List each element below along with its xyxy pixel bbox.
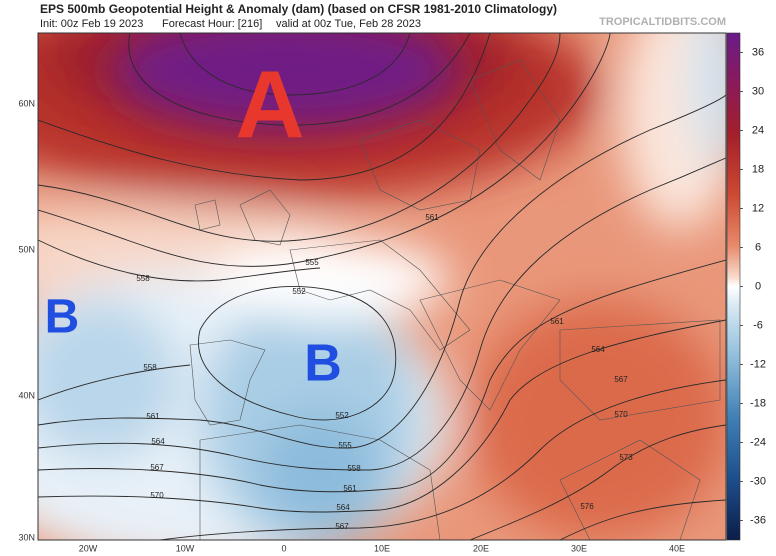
contour-label: 561 <box>343 484 357 493</box>
init-time: Init: 00z Feb 19 2023 <box>40 18 143 30</box>
contour-label: 558 <box>143 363 157 372</box>
title: EPS 500mb Geopotential Height & Anomaly … <box>40 2 557 16</box>
contour-label: 561 <box>550 317 564 326</box>
latitude-label: 60N <box>18 98 35 108</box>
contour-label: 552 <box>292 287 306 296</box>
contour-label: 564 <box>591 345 605 354</box>
colorbar-tick-label: 6 <box>755 241 761 253</box>
contour-label: 558 <box>347 464 361 473</box>
colorbar <box>726 32 741 541</box>
colorbar-tick-label: 12 <box>752 202 764 214</box>
high-marker: A <box>235 51 304 158</box>
source: TROPICALTIDBITS.COM <box>599 16 726 28</box>
coastlines <box>189 59 721 540</box>
contour-label: 561 <box>425 213 439 222</box>
longitude-label: 20E <box>473 543 489 553</box>
colorbar-tick-label: -24 <box>750 436 766 448</box>
colorbar-tick-label: 30 <box>752 85 764 97</box>
contour-label: 567 <box>150 463 164 472</box>
contour-label: 567 <box>335 522 349 531</box>
colorbar-tick-label: 0 <box>755 280 761 292</box>
contour-label: 576 <box>580 502 594 511</box>
colorbar-tick-label: -36 <box>750 514 766 526</box>
axes: 60N 50N 40N 30N 20W 10W 0 10E 20E 30E 40E 36 30 24 18 1… <box>18 46 765 553</box>
contour-label: 555 <box>338 441 352 450</box>
contour-label: 555 <box>305 258 319 267</box>
longitude-label: 0 <box>281 543 286 553</box>
colorbar-tick-label: 18 <box>752 163 764 175</box>
valid-time: valid at 00z Tue, Feb 28 2023 <box>276 18 421 30</box>
contour-label: 552 <box>335 411 349 420</box>
colorbar-tick-label: -30 <box>750 475 766 487</box>
contour-label: 567 <box>614 375 628 384</box>
contour-label: 570 <box>614 410 628 419</box>
colorbar-tick-label: 36 <box>752 46 764 58</box>
longitude-label: 20W <box>79 543 98 553</box>
longitude-label: 10E <box>374 543 390 553</box>
latitude-label: 50N <box>18 244 35 254</box>
colorbar-tick-label: -12 <box>750 358 766 370</box>
longitude-label: 40E <box>669 543 685 553</box>
contour-label: 573 <box>619 453 633 462</box>
longitude-label: 30E <box>571 543 587 553</box>
purple-core <box>110 33 460 130</box>
latitude-label: 40N <box>18 390 35 400</box>
longitude-label: 10W <box>176 543 195 553</box>
contour-labels: 558 555 552 558 561 564 567 570 552 555 558 561 564 5… <box>136 213 633 531</box>
map: 558 555 552 558 561 564 567 570 552 555 558 561 564 5… <box>38 33 726 540</box>
forecast-hour: Forecast Hour: [216] <box>162 18 262 30</box>
colorbar-tick-label: -6 <box>753 319 763 331</box>
colorbar-tick-label: 24 <box>752 124 764 136</box>
height-contours <box>38 33 726 540</box>
latitude-label: 30N <box>18 532 35 542</box>
contour-label: 570 <box>150 491 164 500</box>
contour-label: 558 <box>136 274 150 283</box>
contour-label: 561 <box>146 412 160 421</box>
map-frame <box>37 32 727 541</box>
contour-label: 564 <box>336 503 350 512</box>
low-marker: B <box>304 335 342 393</box>
colorbar-tick-label: -18 <box>750 397 766 409</box>
low-marker: B <box>45 291 80 344</box>
contour-label: 564 <box>151 437 165 446</box>
